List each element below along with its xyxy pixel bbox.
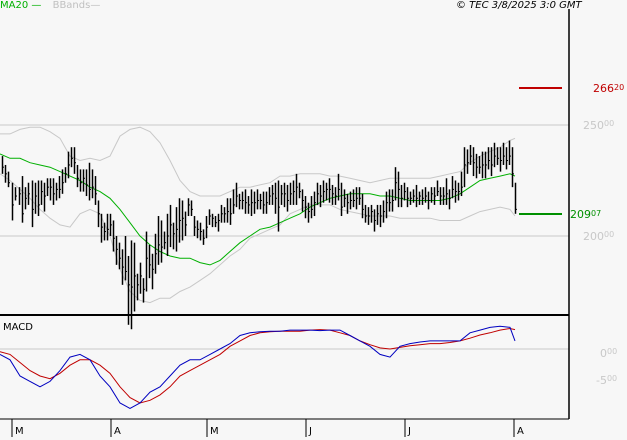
month-label-apr: A (114, 426, 121, 437)
ohlc-bars (1, 140, 517, 330)
bollinger-upper-band (0, 126, 516, 197)
legend-bbands: BBands— (52, 0, 101, 11)
legend: MA20 — BBands— (0, 0, 100, 12)
copyright-timestamp: © TEC 3/8/2025 3:0 GMT (456, 0, 582, 11)
month-label-may: M (210, 426, 219, 437)
macd-tick-zero: 000 (600, 347, 618, 360)
macd-signal-line (0, 327, 516, 404)
macd-panel-title: MACD (3, 322, 33, 333)
month-ticks (11, 419, 515, 437)
support-label: 20907 (570, 208, 602, 221)
resistance-label: 26620 (593, 82, 625, 95)
price-tick-200: 20000 (583, 230, 615, 243)
bollinger-lower-band (0, 173, 516, 304)
macd-tick-minus5: -500 (596, 374, 618, 387)
month-label-aug: A (517, 426, 524, 437)
month-label-jul: J (408, 426, 411, 437)
month-label-jun: J (309, 426, 312, 437)
price-tick-250: 25000 (583, 119, 615, 132)
price-gridlines (0, 124, 569, 237)
macd-line (0, 325, 516, 409)
month-label-mar: M (15, 426, 24, 437)
legend-ma20: MA20 — (0, 0, 42, 11)
